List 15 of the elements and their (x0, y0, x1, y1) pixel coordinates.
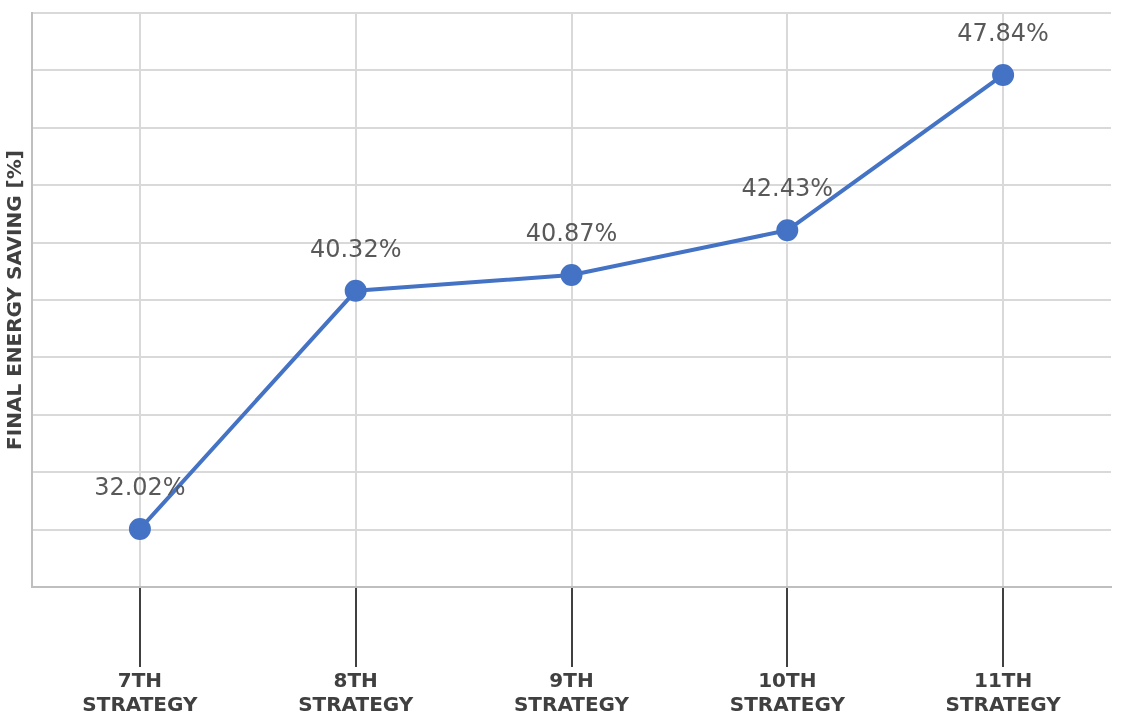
point (992, 63, 1015, 86)
point (128, 518, 151, 541)
x-tick-label: 10TH STRATEGY (729, 668, 846, 717)
data-label: 40.32% (309, 235, 402, 264)
data-label: 47.84% (957, 19, 1049, 48)
x-tick-label: 9TH STRATEGY (513, 668, 630, 717)
point (776, 219, 799, 242)
x-tick-label: 8TH STRATEGY (298, 668, 414, 717)
y-axis-title: FINAL ENERGY SAVING [%] (2, 150, 27, 450)
x-tick-label: 11TH STRATEGY (945, 668, 1062, 717)
point (344, 279, 367, 302)
data-label: 42.43% (741, 174, 834, 203)
data-label: 40.87% (525, 219, 618, 248)
point (560, 264, 583, 287)
x-tick-label: 7TH STRATEGY (82, 668, 198, 717)
